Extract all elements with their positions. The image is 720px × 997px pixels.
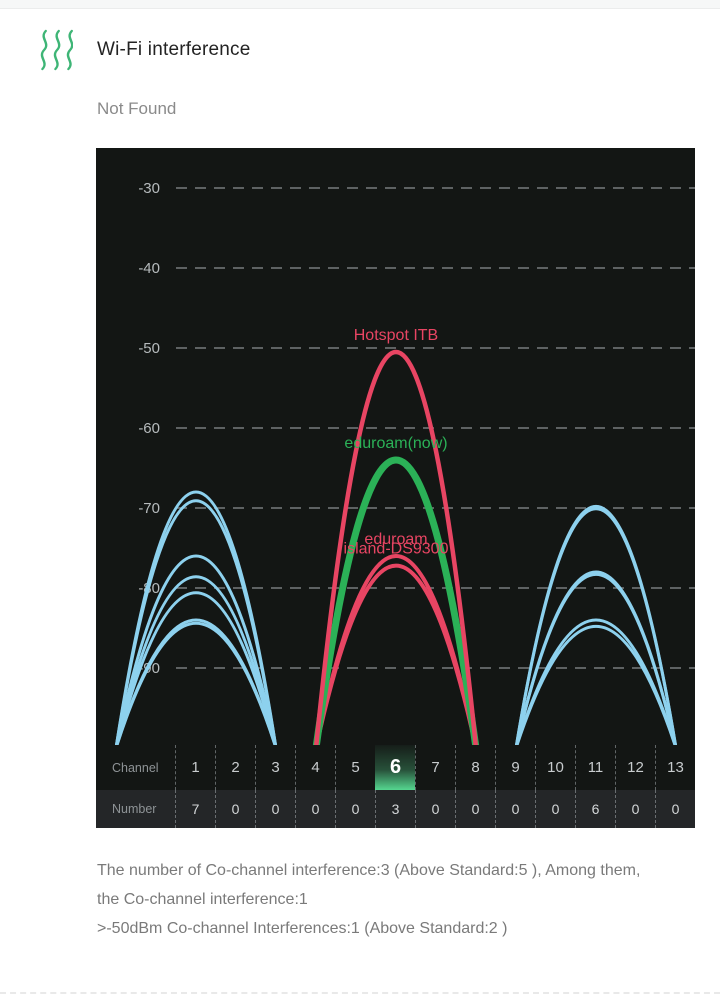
channel-row: Channel 1 2 3 4 5 6 7 8 9 10 11 12 13 [96,745,695,790]
channel-cell-9[interactable]: 9 [495,745,535,790]
summary-paragraph-2: >-50dBm Co-channel Interferences:1 (Abov… [97,920,508,937]
network-curve [115,554,277,745]
channel-cell-4[interactable]: 4 [295,745,335,790]
wifi-channel-chart: -30 -40 -50 -60 -70 -80 -90 eduroam island-DS930… [96,148,695,828]
network-curve [515,573,677,745]
channel-curves-plot: -30-40-50-60-70-80-90eduroamisland-DS930… [114,180,695,745]
number-cell-10: 0 [535,790,575,828]
number-cell-11: 6 [575,790,615,828]
y-tick-label: -30 [138,180,160,197]
network-label: Hotspot ITB [354,327,438,344]
number-cell-2: 0 [215,790,255,828]
y-tick-label: -40 [138,260,160,277]
channel-cell-5[interactable]: 5 [335,745,375,790]
y-tick-label: -60 [138,420,160,437]
y-tick-label: -50 [138,340,160,357]
channel-cell-12[interactable]: 12 [615,745,655,790]
network-curve [514,507,678,745]
number-cell-8: 0 [455,790,495,828]
network-label: island-DS9300 [344,541,449,558]
network-curve [115,591,277,745]
number-cell-7: 0 [415,790,455,828]
interference-summary: The number of Co-channel interference:3 … [97,856,653,943]
channel-cell-3[interactable]: 3 [255,745,295,790]
y-tick-label: -70 [138,500,160,517]
number-cell-12: 0 [615,790,655,828]
network-curve [515,618,677,745]
number-cell-9: 0 [495,790,535,828]
number-cell-5: 0 [335,790,375,828]
network-curve [314,349,478,745]
channel-row-label: Channel [112,760,159,775]
channel-cell-11[interactable]: 11 [575,745,615,790]
network-curve [314,563,478,745]
number-cell-6: 3 [375,790,415,828]
page-title: Wi-Fi interference [97,39,251,60]
summary-paragraph-1: The number of Co-channel interference:3 … [97,862,641,908]
network-curve [114,499,278,745]
channel-cell-1[interactable]: 1 [175,745,215,790]
channel-cell-8[interactable]: 8 [455,745,495,790]
network-curve [115,621,277,745]
network-curve [312,456,480,745]
interference-waves-icon [35,28,73,72]
channel-cells: 1 2 3 4 5 6 7 8 9 10 11 12 13 [175,745,695,790]
network-label: eduroam [364,531,427,548]
status-text: Not Found [97,99,177,118]
top-strip [0,0,720,9]
channel-cell-7[interactable]: 7 [415,745,455,790]
number-cell-1: 7 [175,790,215,828]
network-curve [115,575,277,745]
channel-cell-2[interactable]: 2 [215,745,255,790]
number-cell-4: 0 [295,790,335,828]
network-curve [515,624,677,745]
channel-cell-13[interactable]: 13 [655,745,695,790]
channel-cell-6[interactable]: 6 [375,745,415,790]
number-row-label: Number [112,802,157,816]
header: Wi-Fi interference [35,28,251,72]
network-label: eduroam(now) [344,435,447,452]
number-cell-13: 0 [655,790,695,828]
channel-cell-10[interactable]: 10 [535,745,575,790]
number-cell-3: 0 [255,790,295,828]
bottom-divider [0,992,720,994]
